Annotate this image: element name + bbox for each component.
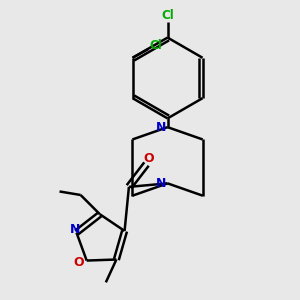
Text: O: O	[143, 152, 154, 165]
Text: Cl: Cl	[149, 39, 162, 52]
Text: N: N	[156, 177, 166, 190]
Text: Cl: Cl	[161, 9, 174, 22]
Text: N: N	[156, 121, 166, 134]
Text: O: O	[74, 256, 84, 269]
Text: N: N	[70, 223, 80, 236]
